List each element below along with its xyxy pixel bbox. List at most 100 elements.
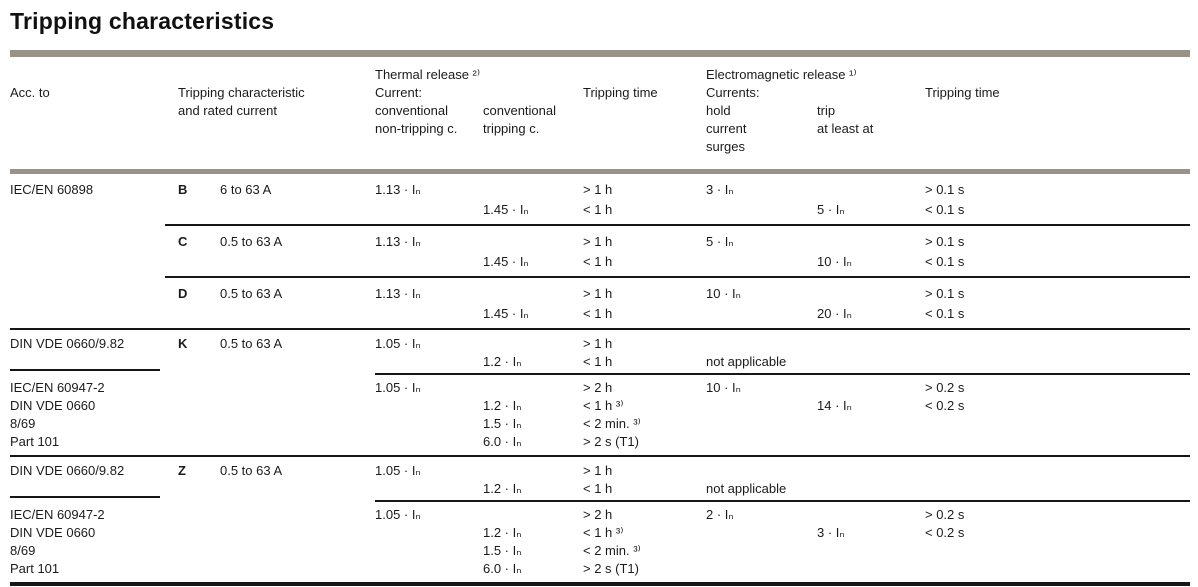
not-applicable-note: not applicable — [706, 481, 787, 496]
header-thermal-tripping-time: Tripping time — [583, 66, 706, 156]
hold-current: 10 · Iₙ — [706, 380, 741, 395]
thermal-tripping-time: > 1 h < 1 h — [583, 286, 613, 321]
header-bottom-bar — [10, 169, 1190, 174]
trip-current: 14 · Iₙ — [817, 398, 852, 413]
header-tripping-l2: tripping c. — [483, 121, 540, 136]
header-trip-l2: at least at — [817, 121, 874, 136]
rated-current: 0.5 to 63 A — [220, 286, 283, 301]
header-em-currents-label: Currents: — [706, 85, 760, 100]
acc-standard: IEC/EN 60947-2 DIN VDE 0660 8/69 Part 10… — [10, 379, 178, 451]
split-divider — [10, 369, 1190, 375]
conv-nontripping-current: 1.05 · Iₙ — [375, 380, 421, 395]
em-tripping-time: > 0.1 s < 0.1 s — [925, 182, 965, 217]
conv-nontripping-current: 1.13 · Iₙ — [375, 182, 421, 197]
header-acc-to-label: Acc. to — [10, 85, 50, 100]
conv-nontripping-current: 1.13 · Iₙ — [375, 234, 421, 249]
char-letter: Z — [178, 463, 186, 478]
header-top-bar — [10, 50, 1190, 57]
table-row-d: D 0.5 to 63 A 1.13 · Iₙ 1.45 · Iₙ > 1 h … — [10, 278, 1190, 328]
acc-standard-line: 8/69 — [10, 416, 36, 431]
header-em-time-label: Tripping time — [925, 85, 1000, 100]
rated-current: 0.5 to 63 A — [220, 234, 283, 249]
header-tripping-characteristic: Tripping characteristic and rated curren… — [178, 66, 375, 156]
conv-tripping-current: 1.45 · Iₙ — [483, 202, 529, 217]
header-tripping-characteristic-l1: Tripping characteristic — [178, 85, 305, 100]
conv-tripping-current: 1.2 · Iₙ — [483, 481, 522, 496]
header-hold-l3: surges — [706, 139, 746, 154]
acc-standard-line: DIN VDE 0660/9.82 — [10, 463, 125, 478]
acc-underline — [10, 496, 160, 498]
conv-tripping-current: 1.2 · Iₙ 1.5 · Iₙ 6.0 · Iₙ — [483, 398, 522, 449]
thermal-divider — [375, 373, 1190, 375]
header-nontripping-l1: conventional — [375, 103, 448, 118]
header-nontripping-l2: non-tripping c. — [375, 121, 458, 136]
acc-standard: IEC/EN 60947-2 DIN VDE 0660 8/69 Part 10… — [10, 506, 178, 578]
header-acc-to: Acc. to — [10, 66, 178, 156]
em-tripping-time: > 0.2 s < 0.2 s — [925, 380, 965, 413]
page-title: Tripping characteristics — [10, 8, 275, 34]
header-thermal-tripping: conventional tripping c. — [483, 66, 583, 156]
row-divider — [165, 224, 1190, 226]
header-tripping-characteristic-l2: and rated current — [178, 103, 278, 118]
acc-standard-line: 8/69 — [10, 543, 36, 558]
char-letter: C — [178, 234, 188, 249]
tripping-characteristics-section: Tripping characteristics Acc. to Trippin… — [10, 0, 1190, 586]
table-row-z2: IEC/EN 60947-2 DIN VDE 0660 8/69 Part 10… — [10, 502, 1190, 582]
acc-standard: IEC/EN 60898 — [10, 180, 178, 220]
acc-standard-line: DIN VDE 0660 — [10, 525, 96, 540]
header-em-hold: Electromagnetic release ¹⁾ Currents: hol… — [706, 66, 857, 156]
table-row-k: DIN VDE 0660/9.82 K 0.5 to 63 A 1.05 · I… — [10, 330, 1190, 373]
header-thermal-time-label: Tripping time — [583, 85, 658, 100]
rated-current: 6 to 63 A — [220, 182, 272, 197]
table-row-k2: IEC/EN 60947-2 DIN VDE 0660 8/69 Part 10… — [10, 375, 1190, 455]
header-hold-l2: current — [706, 121, 747, 136]
thermal-tripping-time: > 1 h < 1 h — [583, 234, 613, 269]
not-applicable-note: not applicable — [706, 354, 787, 369]
header-em-tripping-time: Tripping time — [925, 66, 1190, 156]
conv-nontripping-current: 1.05 · Iₙ — [375, 463, 421, 478]
table-bottom-rule — [10, 582, 1190, 586]
header-em-release-title: Electromagnetic release ¹⁾ — [706, 67, 857, 82]
hold-current: not applicable — [706, 335, 817, 371]
table-row-z: DIN VDE 0660/9.82 Z 0.5 to 63 A 1.05 · I… — [10, 457, 1190, 500]
acc-standard-line: IEC/EN 60947-2 — [10, 380, 105, 395]
char-letter: D — [178, 286, 188, 301]
header-hold-l1: hold — [706, 103, 731, 118]
thermal-tripping-time: > 1 h < 1 h — [583, 336, 613, 369]
thermal-tripping-time: > 2 h < 1 h ³⁾ < 2 min. ³⁾ > 2 s (T1) — [583, 380, 641, 449]
thermal-tripping-time: > 1 h < 1 h — [583, 463, 613, 496]
conv-tripping-current: 1.2 · Iₙ — [483, 354, 522, 369]
header-trip-l1: trip — [817, 103, 836, 118]
trip-current: 3 · Iₙ — [817, 525, 845, 540]
acc-standard: DIN VDE 0660/9.82 — [10, 335, 178, 371]
hold-current: not applicable — [706, 462, 817, 498]
row-divider — [165, 276, 1190, 278]
conv-nontripping-current: 1.13 · Iₙ — [375, 286, 421, 301]
acc-standard: DIN VDE 0660/9.82 — [10, 462, 178, 498]
em-tripping-time: > 0.2 s < 0.2 s — [925, 507, 965, 540]
char-letter: B — [178, 182, 188, 197]
em-tripping-time: > 0.1 s < 0.1 s — [925, 286, 965, 321]
group-divider — [10, 455, 1190, 457]
trip-current: 20 · Iₙ — [817, 306, 852, 321]
conv-nontripping-current: 1.05 · Iₙ — [375, 507, 421, 522]
conv-nontripping-current: 1.05 · Iₙ — [375, 336, 421, 351]
table-header: Acc. to Tripping characteristic and rate… — [10, 57, 1190, 156]
acc-standard-line: IEC/EN 60898 — [10, 182, 94, 197]
hold-current: 2 · Iₙ — [706, 507, 734, 522]
header-thermal-current-label: Current: — [375, 85, 422, 100]
rated-current: 0.5 to 63 A — [220, 463, 283, 478]
header-tripping-l1: conventional — [483, 103, 556, 118]
header-thermal-nontripping: Thermal release ²⁾ Current: conventional… — [375, 66, 483, 156]
header-em-trip: trip at least at — [817, 66, 925, 156]
conv-tripping-current: 1.45 · Iₙ — [483, 306, 529, 321]
split-divider — [10, 496, 1190, 502]
acc-standard-line: Part 101 — [10, 561, 60, 576]
thermal-divider — [375, 500, 1190, 502]
trip-current: 5 · Iₙ — [817, 202, 845, 217]
thermal-tripping-time: > 2 h < 1 h ³⁾ < 2 min. ³⁾ > 2 s (T1) — [583, 507, 641, 576]
acc-standard-line: IEC/EN 60947-2 — [10, 507, 105, 522]
em-tripping-time: > 0.1 s < 0.1 s — [925, 234, 965, 269]
rated-current: 0.5 to 63 A — [220, 336, 283, 351]
